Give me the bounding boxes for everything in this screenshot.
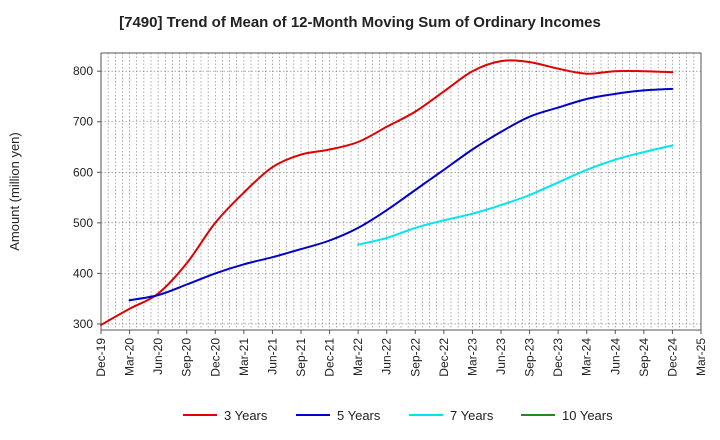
x-tick-label: Mar-25: [694, 338, 708, 376]
x-tick-label: Jun-22: [380, 338, 394, 375]
y-tick-label: 500: [73, 216, 93, 230]
x-tick-label: Dec-21: [323, 338, 337, 377]
y-tick-label: 800: [73, 64, 93, 78]
y-tick-label: 400: [73, 266, 93, 280]
series-line-3-years: [100, 59, 674, 326]
x-tick-label: Mar-20: [123, 338, 137, 376]
x-tick-label: Dec-23: [551, 338, 565, 377]
series-layer: [100, 59, 674, 326]
chart-title: [7490] Trend of Mean of 12-Month Moving …: [119, 14, 601, 31]
x-tick-label: Dec-19: [94, 338, 108, 377]
legend-label-5-years: 5 Years: [337, 408, 381, 423]
x-tick-label: Dec-20: [208, 338, 222, 377]
grid-layer: [101, 53, 701, 330]
legend: 3 Years 5 Years 7 Years 10 Years: [183, 408, 613, 423]
y-tick-label: 700: [73, 115, 93, 129]
x-tick-label: Jun-20: [151, 338, 165, 375]
x-tick-label: Jun-23: [494, 338, 508, 375]
series-line-7-years: [357, 144, 674, 246]
y-axis: 300 400 500 600 700 800: [73, 64, 101, 331]
x-tick-label: Mar-24: [580, 338, 594, 376]
x-tick-label: Mar-23: [465, 338, 479, 376]
x-tick-label: Jun-24: [608, 338, 622, 375]
x-tick-label: Sep-23: [523, 338, 537, 377]
legend-label-10-years: 10 Years: [562, 408, 613, 423]
y-tick-label: 600: [73, 165, 93, 179]
plot-area: [100, 52, 702, 331]
legend-label-7-years: 7 Years: [450, 408, 494, 423]
x-tick-label: Sep-24: [637, 338, 651, 377]
series-line-5-years: [128, 87, 674, 302]
x-tick-label: Dec-24: [665, 338, 679, 377]
x-tick-label: Sep-22: [408, 338, 422, 377]
x-tick-label: Sep-21: [294, 338, 308, 377]
x-tick-label: Mar-22: [351, 338, 365, 376]
x-tick-label: Sep-20: [180, 338, 194, 377]
x-tick-label: Mar-21: [237, 338, 251, 376]
x-axis: Dec-19 Mar-20 Jun-20 Sep-20 Dec-20 Mar-21 Jun-…: [94, 330, 708, 377]
x-tick-label: Jun-21: [265, 338, 279, 375]
y-tick-label: 300: [73, 317, 93, 331]
x-tick-label: Dec-22: [437, 338, 451, 377]
legend-label-3-years: 3 Years: [224, 408, 268, 423]
y-axis-title: Amount (million yen): [7, 132, 22, 251]
